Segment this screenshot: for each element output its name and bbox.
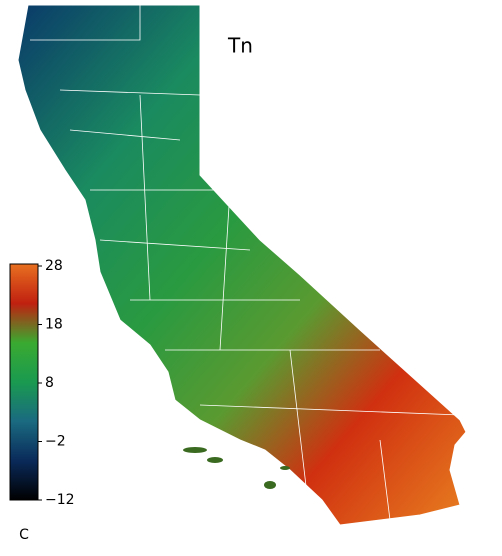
california-map — [17, 4, 467, 526]
county-lines — [30, 5, 461, 521]
islands — [183, 447, 290, 489]
colorbar-tick-label: 28 — [45, 258, 63, 274]
colorbar-unit: C — [19, 527, 29, 543]
colorbar-tick-label: 18 — [45, 317, 63, 333]
colorbar — [9, 263, 39, 501]
colorbar-tick-label: −12 — [45, 492, 75, 508]
colorbar-tick-label: −2 — [45, 434, 66, 450]
map-title: Tn — [227, 34, 253, 58]
colorbar-tick-label: 8 — [45, 375, 54, 391]
